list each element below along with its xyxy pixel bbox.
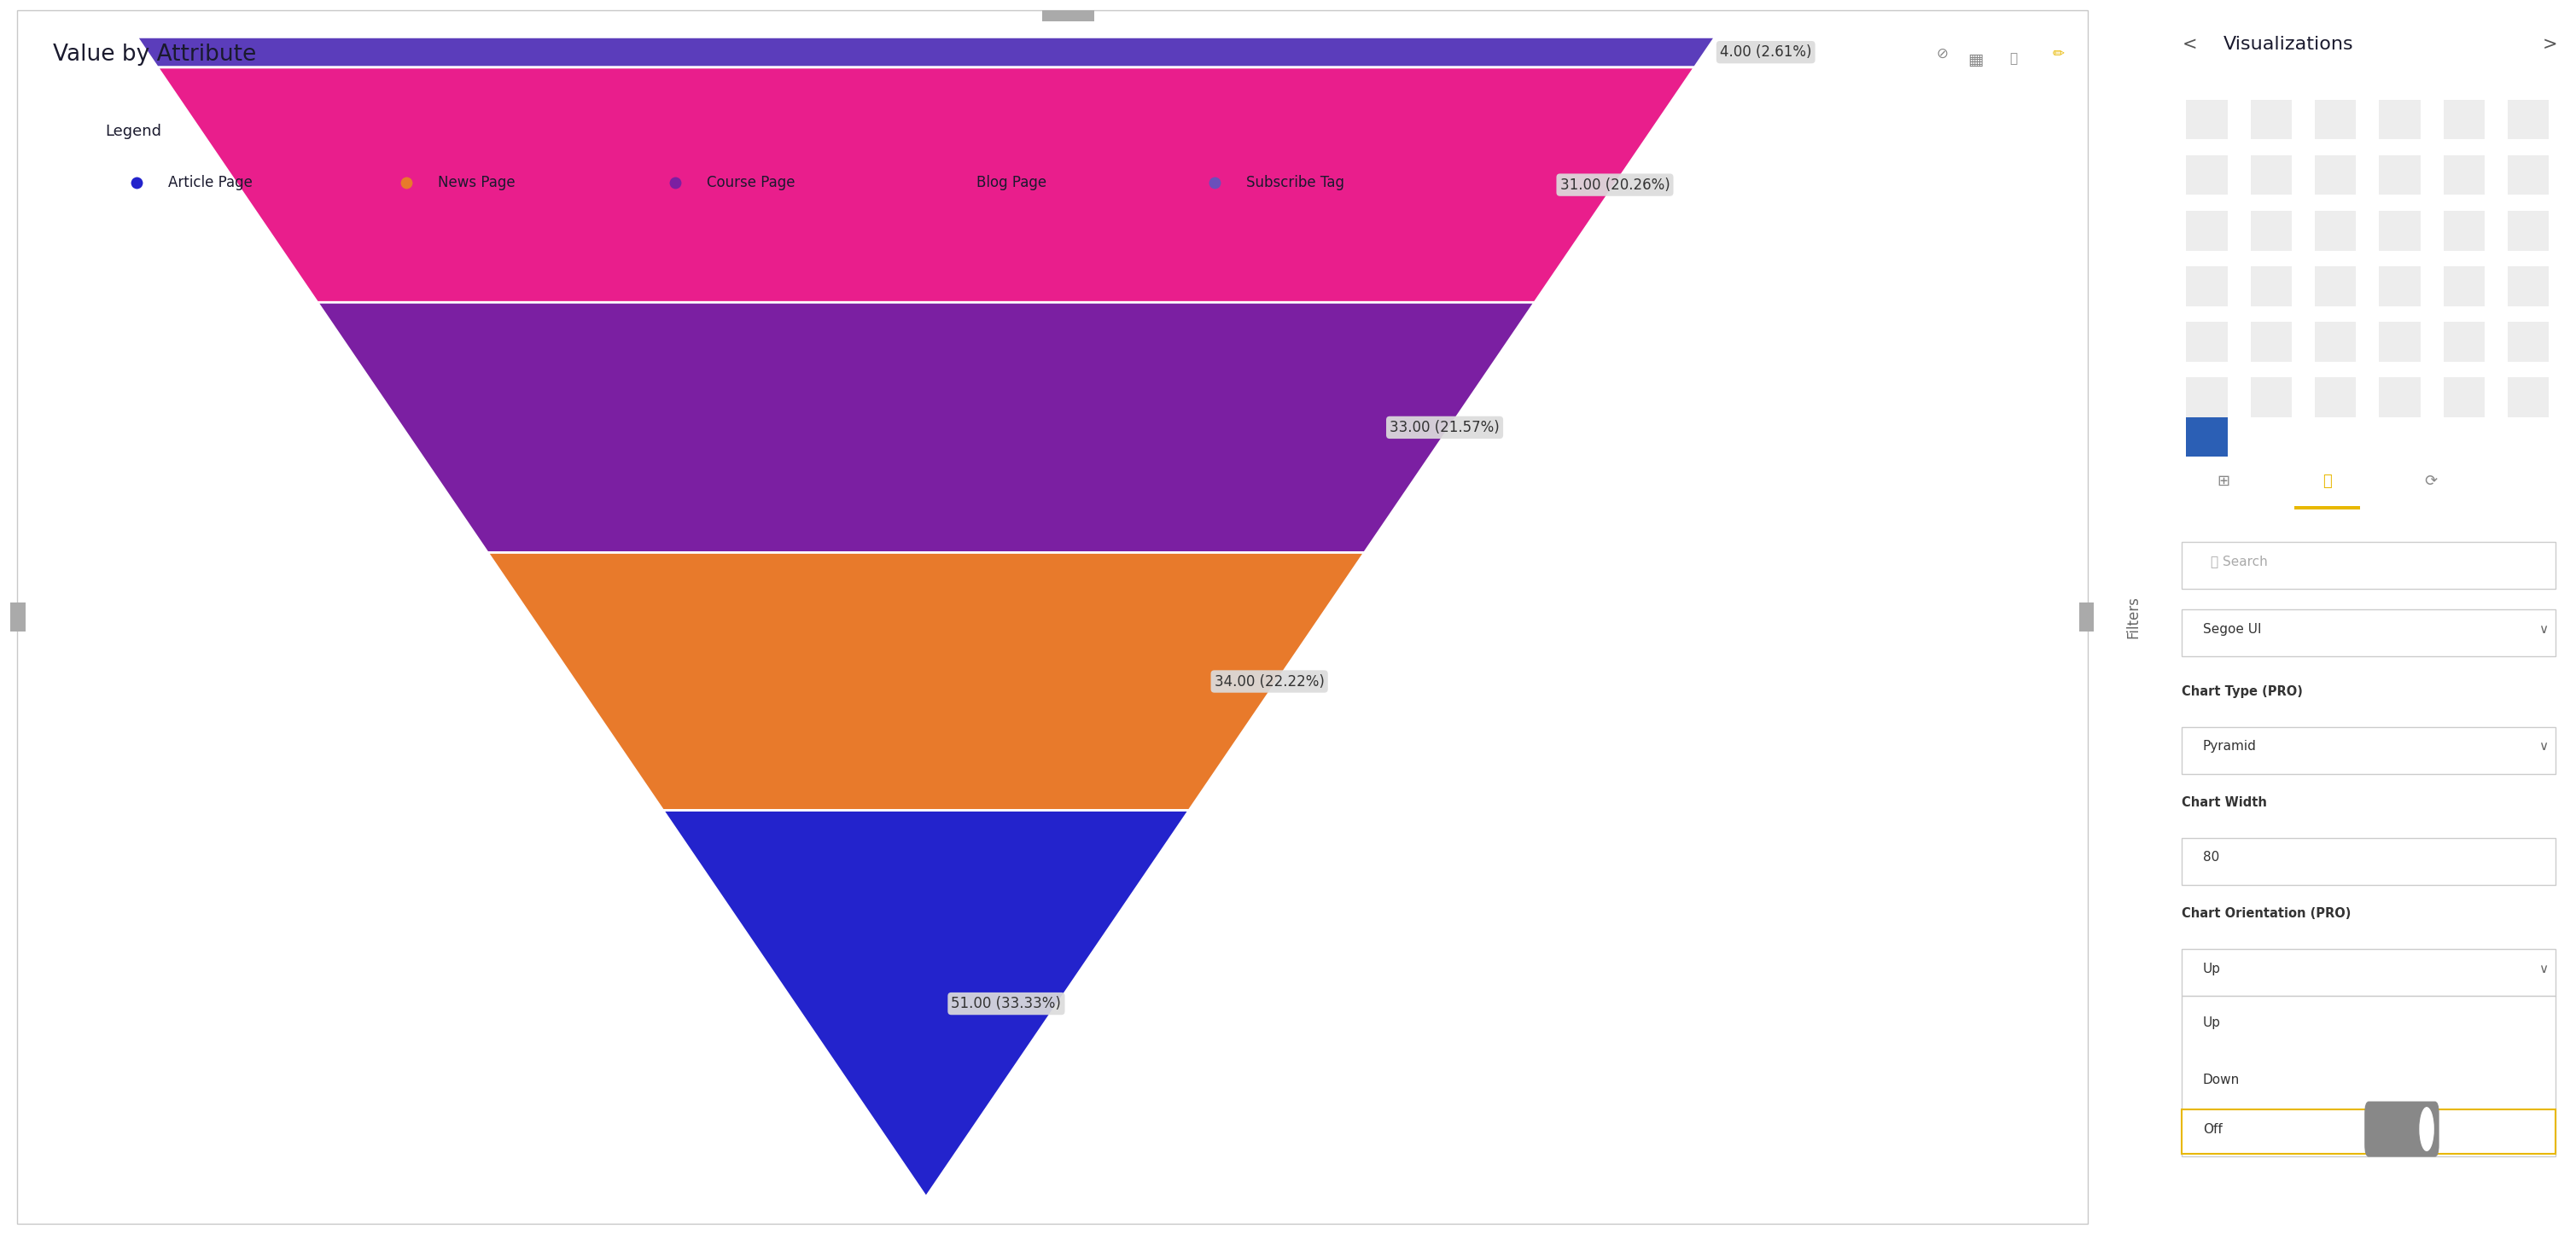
Bar — [2442, 100, 2486, 139]
Bar — [2380, 100, 2421, 139]
Bar — [2316, 155, 2357, 195]
Text: ⊞: ⊞ — [2218, 474, 2231, 489]
Text: ✏: ✏ — [2053, 46, 2063, 60]
FancyBboxPatch shape — [2182, 838, 2555, 885]
Bar — [2442, 322, 2486, 362]
Bar — [2251, 155, 2293, 195]
Text: Filters: Filters — [2125, 596, 2141, 638]
Text: 🔍 Search: 🔍 Search — [2210, 555, 2267, 568]
Bar — [2380, 267, 2421, 306]
Text: Down: Down — [2202, 1074, 2239, 1086]
Text: Off: Off — [2202, 1123, 2223, 1135]
Polygon shape — [157, 68, 1695, 302]
Text: Visualizations: Visualizations — [2223, 36, 2354, 53]
Bar — [2251, 322, 2293, 362]
Polygon shape — [487, 553, 1365, 811]
Bar — [1041, 10, 1095, 21]
Text: <: < — [2182, 36, 2197, 53]
Bar — [10, 602, 26, 632]
Text: Value by Attribute: Value by Attribute — [52, 43, 255, 65]
Text: Blog Page: Blog Page — [976, 175, 1046, 190]
Text: ⟳: ⟳ — [2424, 474, 2437, 489]
Bar — [2187, 155, 2228, 195]
Text: Chart Type (PRO): Chart Type (PRO) — [2182, 685, 2303, 697]
FancyBboxPatch shape — [2182, 610, 2555, 656]
Bar — [2442, 211, 2486, 251]
Text: >: > — [2543, 36, 2558, 53]
Bar — [2195, 484, 2244, 518]
Circle shape — [2419, 1107, 2434, 1151]
Bar — [2195, 484, 2244, 518]
Text: ▦: ▦ — [1968, 52, 1984, 68]
Text: Legend: Legend — [106, 123, 162, 138]
Bar — [2251, 100, 2293, 139]
Bar — [2442, 378, 2486, 417]
Bar — [2506, 378, 2550, 417]
Bar — [2316, 378, 2357, 417]
Bar — [2316, 100, 2357, 139]
Text: Subscribe Tag: Subscribe Tag — [1247, 175, 1345, 190]
Text: 51.00 (33.33%): 51.00 (33.33%) — [951, 996, 1061, 1012]
Bar — [2187, 211, 2228, 251]
Text: Segoe UI: Segoe UI — [2202, 623, 2262, 636]
Text: 4.00 (2.61%): 4.00 (2.61%) — [1721, 44, 1811, 60]
Polygon shape — [662, 811, 1190, 1197]
Bar — [2506, 155, 2550, 195]
Text: 31.00 (20.26%): 31.00 (20.26%) — [1561, 178, 1669, 193]
Text: 🔒: 🔒 — [2009, 52, 2017, 64]
FancyBboxPatch shape — [2182, 1109, 2555, 1154]
Text: 🎨: 🎨 — [2324, 474, 2331, 489]
Text: ∨: ∨ — [2537, 963, 2548, 975]
Bar — [2316, 211, 2357, 251]
Bar — [2442, 267, 2486, 306]
Bar — [2506, 211, 2550, 251]
Text: Course Page: Course Page — [708, 175, 796, 190]
Bar — [2251, 211, 2293, 251]
Bar — [2187, 100, 2228, 139]
Text: ∨: ∨ — [2537, 740, 2548, 753]
Bar — [2506, 322, 2550, 362]
Bar — [2295, 506, 2360, 510]
Bar — [2506, 267, 2550, 306]
Bar — [2187, 378, 2228, 417]
Bar — [2079, 602, 2094, 632]
Text: Pyramid: Pyramid — [2202, 740, 2257, 753]
Text: ⊘: ⊘ — [1937, 46, 1947, 60]
Bar — [2251, 267, 2293, 306]
FancyBboxPatch shape — [2182, 996, 2555, 1156]
Text: Up: Up — [2202, 963, 2221, 975]
Bar — [2187, 417, 2228, 457]
Text: Chart Width: Chart Width — [2182, 796, 2267, 808]
Bar — [2195, 484, 2244, 518]
Text: Up: Up — [2202, 1017, 2221, 1029]
Text: Article Page: Article Page — [167, 175, 252, 190]
Bar — [2506, 100, 2550, 139]
Polygon shape — [137, 37, 1716, 68]
FancyBboxPatch shape — [2365, 1101, 2439, 1157]
FancyBboxPatch shape — [2182, 727, 2555, 774]
Bar — [2380, 322, 2421, 362]
Text: Chart Orientation (PRO): Chart Orientation (PRO) — [2182, 907, 2352, 919]
Text: 34.00 (22.22%): 34.00 (22.22%) — [1213, 674, 1324, 689]
Bar — [2316, 267, 2357, 306]
FancyBboxPatch shape — [2182, 949, 2555, 996]
Bar — [2251, 378, 2293, 417]
Bar — [2316, 322, 2357, 362]
FancyBboxPatch shape — [2182, 542, 2555, 589]
Polygon shape — [317, 302, 1535, 553]
Bar — [2380, 155, 2421, 195]
Text: ∨: ∨ — [2537, 623, 2548, 636]
Bar — [2187, 322, 2228, 362]
Bar — [2442, 155, 2486, 195]
Bar — [2187, 267, 2228, 306]
Text: 80: 80 — [2202, 851, 2218, 864]
Bar — [2380, 378, 2421, 417]
Bar — [2380, 211, 2421, 251]
Text: News Page: News Page — [438, 175, 515, 190]
Text: 33.00 (21.57%): 33.00 (21.57%) — [1388, 420, 1499, 436]
